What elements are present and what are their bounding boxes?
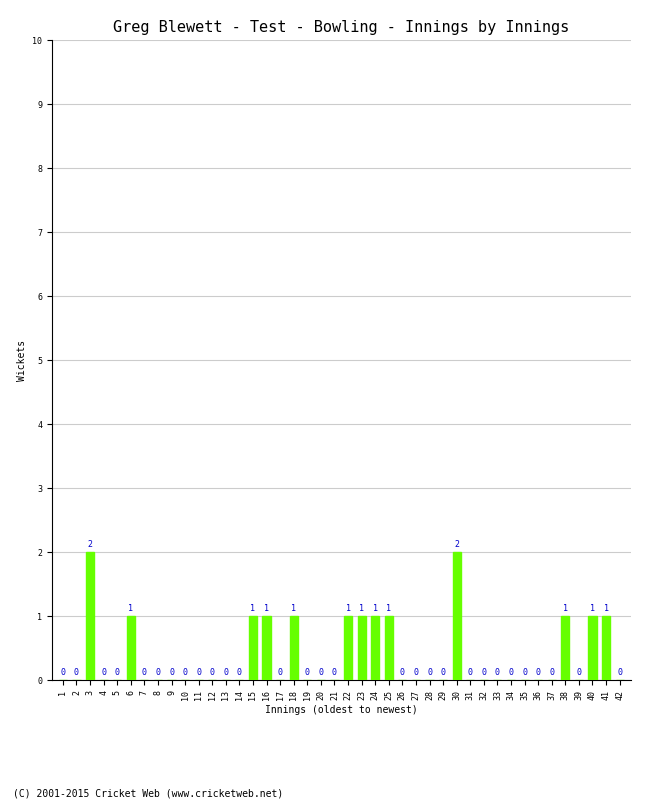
Text: 0: 0 [549,669,554,678]
Text: 1: 1 [264,605,269,614]
Text: 1: 1 [128,605,133,614]
Text: 0: 0 [74,669,79,678]
Text: 0: 0 [101,669,106,678]
Text: 0: 0 [536,669,541,678]
Bar [561,616,569,680]
Text: 0: 0 [427,669,432,678]
Bar [86,552,94,680]
Text: 1: 1 [372,605,378,614]
Text: 0: 0 [495,669,500,678]
Text: 0: 0 [142,669,147,678]
Text: 1: 1 [563,605,568,614]
Text: 0: 0 [60,669,66,678]
Text: 0: 0 [400,669,405,678]
Text: 2: 2 [88,541,92,550]
Bar [358,616,366,680]
Text: 0: 0 [305,669,310,678]
Bar [602,616,610,680]
Y-axis label: Wickets: Wickets [17,339,27,381]
Bar [588,616,597,680]
Text: 0: 0 [237,669,242,678]
Bar [127,616,135,680]
Text: 0: 0 [522,669,527,678]
Text: 0: 0 [278,669,283,678]
Text: 0: 0 [169,669,174,678]
Text: 0: 0 [155,669,161,678]
Text: 2: 2 [454,541,459,550]
Title: Greg Blewett - Test - Bowling - Innings by Innings: Greg Blewett - Test - Bowling - Innings … [113,20,569,34]
Text: 0: 0 [577,669,581,678]
Bar [452,552,461,680]
Bar [385,616,393,680]
Text: 1: 1 [604,605,608,614]
Text: 1: 1 [590,605,595,614]
Bar [290,616,298,680]
Text: 1: 1 [386,605,391,614]
Text: 0: 0 [482,669,486,678]
Text: 1: 1 [359,605,364,614]
Text: 0: 0 [210,669,215,678]
Text: 0: 0 [413,669,419,678]
Bar [263,616,270,680]
Text: 1: 1 [250,605,255,614]
Text: 0: 0 [617,669,622,678]
Bar [344,616,352,680]
Text: (C) 2001-2015 Cricket Web (www.cricketweb.net): (C) 2001-2015 Cricket Web (www.cricketwe… [13,788,283,798]
Text: 0: 0 [318,669,324,678]
Bar [249,616,257,680]
Text: 1: 1 [291,605,296,614]
Bar [371,616,379,680]
Text: 0: 0 [114,669,120,678]
Text: 0: 0 [441,669,446,678]
Text: 0: 0 [196,669,201,678]
Text: 0: 0 [332,669,337,678]
Text: 0: 0 [183,669,188,678]
X-axis label: Innings (oldest to newest): Innings (oldest to newest) [265,706,417,715]
Text: 0: 0 [468,669,473,678]
Text: 1: 1 [346,605,350,614]
Text: 0: 0 [508,669,514,678]
Text: 0: 0 [224,669,228,678]
